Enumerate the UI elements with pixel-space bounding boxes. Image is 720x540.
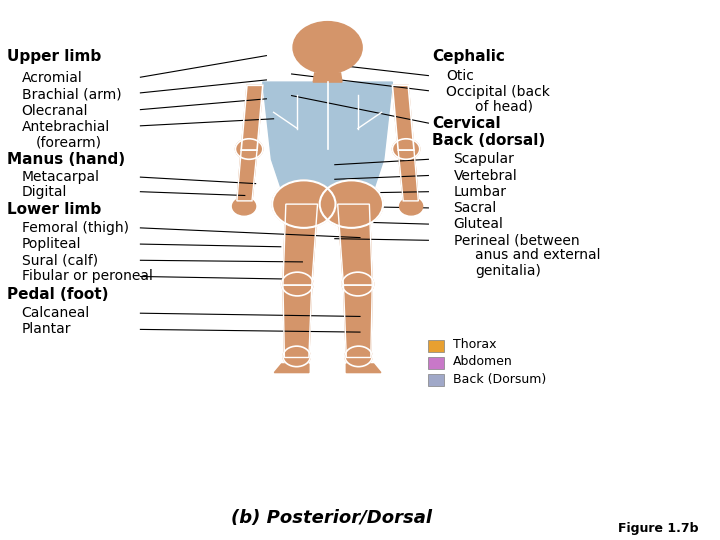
Text: Perineal (between: Perineal (between (454, 233, 579, 247)
Text: Back (Dorsum): Back (Dorsum) (453, 373, 546, 386)
Text: genitalia): genitalia) (475, 264, 541, 278)
Text: Back (dorsal): Back (dorsal) (432, 133, 545, 148)
Circle shape (342, 272, 374, 296)
FancyBboxPatch shape (428, 374, 444, 386)
Text: Cephalic: Cephalic (432, 49, 505, 64)
Text: Vertebral: Vertebral (454, 168, 518, 183)
Circle shape (233, 198, 256, 215)
Text: of head): of head) (475, 100, 534, 114)
Circle shape (400, 198, 423, 215)
Text: (forearm): (forearm) (36, 135, 102, 149)
Circle shape (345, 346, 372, 367)
Text: Cervical: Cervical (432, 116, 500, 131)
Text: Popliteal: Popliteal (22, 237, 81, 251)
Text: anus and external: anus and external (475, 248, 600, 262)
Text: Figure 1.7b: Figure 1.7b (618, 522, 698, 535)
Text: Occipital (back: Occipital (back (446, 85, 550, 99)
Text: Plantar: Plantar (22, 322, 71, 336)
Polygon shape (283, 285, 312, 357)
Circle shape (293, 22, 362, 73)
Text: Acromial: Acromial (22, 71, 82, 85)
Polygon shape (392, 85, 414, 150)
FancyBboxPatch shape (428, 340, 444, 352)
Text: Scapular: Scapular (454, 152, 515, 166)
FancyBboxPatch shape (428, 357, 444, 369)
Text: Sacral: Sacral (454, 201, 497, 215)
Text: Olecranal: Olecranal (22, 104, 88, 118)
Text: (b) Posterior/Dorsal: (b) Posterior/Dorsal (230, 509, 432, 528)
Polygon shape (346, 364, 381, 373)
Polygon shape (283, 204, 318, 285)
Text: Otic: Otic (446, 69, 474, 83)
Circle shape (320, 180, 383, 228)
Text: Brachial (arm): Brachial (arm) (22, 87, 121, 102)
Polygon shape (343, 285, 372, 357)
Polygon shape (241, 85, 263, 150)
Text: Abdomen: Abdomen (453, 355, 513, 368)
Text: Manus (hand): Manus (hand) (7, 152, 125, 167)
Polygon shape (313, 73, 342, 82)
Circle shape (282, 272, 313, 296)
Polygon shape (274, 364, 309, 373)
Circle shape (392, 139, 420, 159)
Text: Antebrachial: Antebrachial (22, 120, 110, 134)
Polygon shape (398, 150, 418, 201)
Polygon shape (263, 82, 392, 202)
Text: Fibular or peroneal: Fibular or peroneal (22, 269, 153, 284)
Circle shape (283, 346, 310, 367)
Text: Femoral (thigh): Femoral (thigh) (22, 221, 129, 235)
Polygon shape (237, 150, 257, 201)
Text: Thorax: Thorax (453, 338, 496, 351)
Text: Sural (calf): Sural (calf) (22, 253, 98, 267)
Text: Pedal (foot): Pedal (foot) (7, 287, 109, 302)
Text: Metacarpal: Metacarpal (22, 170, 99, 184)
Circle shape (272, 180, 336, 228)
Text: Lower limb: Lower limb (7, 202, 102, 217)
Polygon shape (338, 204, 372, 285)
Text: Gluteal: Gluteal (454, 217, 503, 231)
Text: Lumbar: Lumbar (454, 185, 507, 199)
Text: Digital: Digital (22, 185, 67, 199)
Circle shape (235, 139, 263, 159)
Text: Calcaneal: Calcaneal (22, 306, 90, 320)
Text: Upper limb: Upper limb (7, 49, 102, 64)
